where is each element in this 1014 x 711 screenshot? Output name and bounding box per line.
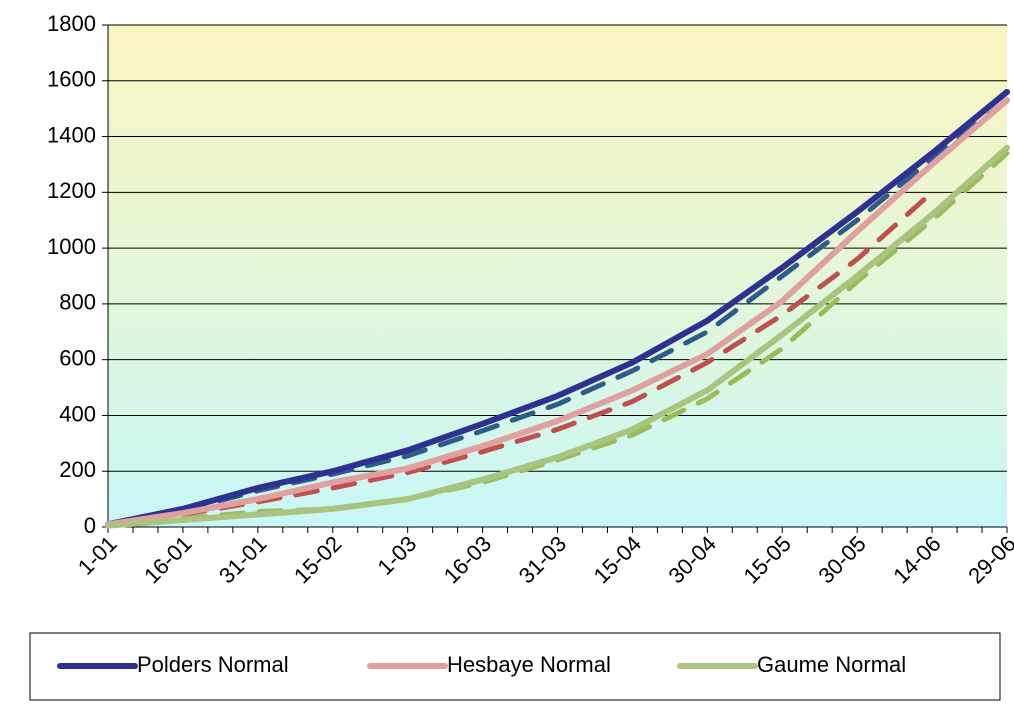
x-tick-label: 16-03	[439, 531, 496, 588]
legend-label: Gaume Normal	[757, 652, 906, 677]
x-tick-label: 30-05	[813, 531, 870, 588]
y-tick-label: 1600	[47, 67, 96, 92]
x-tick-label: 31-01	[214, 531, 271, 588]
series-line	[105, 189, 935, 527]
y-tick-label: 600	[59, 345, 96, 370]
legend-box	[29, 632, 1001, 701]
legend-label: Hesbaye Normal	[447, 652, 611, 677]
x-tick-label: 14-06	[888, 531, 945, 588]
x-tick-label: 1-03	[372, 531, 421, 580]
y-tick-label: 1800	[47, 11, 96, 36]
series-line	[105, 144, 1010, 529]
y-tick-label: 1200	[47, 178, 96, 203]
legend-label: Polders Normal	[137, 652, 289, 677]
series-line	[105, 97, 1010, 528]
x-tick-label: 15-02	[289, 531, 346, 588]
y-tick-label: 200	[59, 457, 96, 482]
x-tick-label: 30-04	[664, 531, 721, 588]
y-tick-label: 1000	[47, 234, 96, 259]
y-tick-label: 800	[59, 290, 96, 315]
plot-area	[108, 25, 1007, 527]
y-tick-label: 0	[84, 513, 96, 538]
x-tick-label: 15-05	[738, 531, 795, 588]
series-line	[105, 88, 1010, 528]
x-tick-label: 16-01	[139, 531, 196, 588]
x-tick-label: 1-01	[73, 531, 122, 580]
x-tick-label: 29-06	[963, 531, 1014, 588]
x-tick-label: 31-03	[514, 531, 571, 588]
y-tick-label: 1400	[47, 122, 96, 147]
y-tick-label: 400	[59, 401, 96, 426]
x-tick-label: 15-04	[589, 531, 646, 588]
